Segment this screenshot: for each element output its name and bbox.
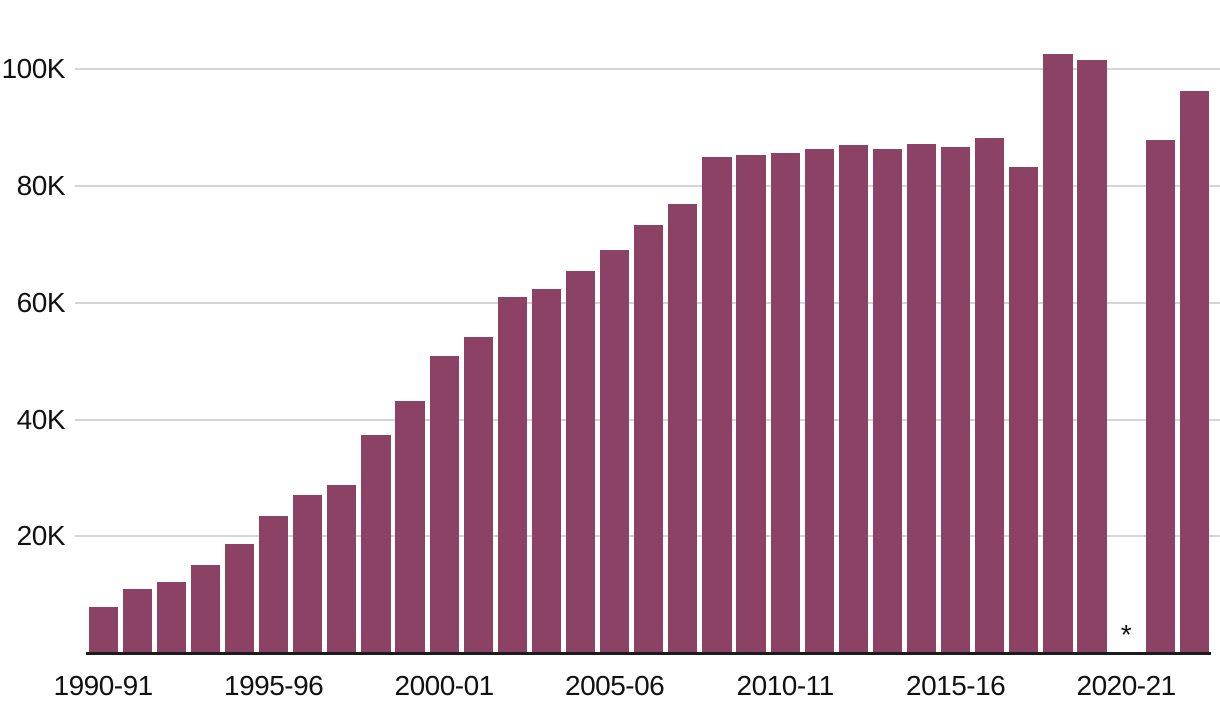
bar-2010-11 bbox=[770, 153, 800, 653]
x-tick-label: 2005-06 bbox=[565, 670, 665, 701]
bar-2013-14 bbox=[872, 149, 903, 653]
bar-2000-01 bbox=[429, 356, 459, 653]
bar-2017-18 bbox=[1009, 167, 1039, 653]
bar-1992-93 bbox=[156, 582, 186, 653]
x-tick-label: 1995-96 bbox=[224, 670, 324, 701]
bar-2004-05 bbox=[565, 271, 596, 653]
bar-2011-12 bbox=[804, 149, 834, 653]
bar-2002-03 bbox=[497, 297, 527, 653]
x-tick-label: 1990-91 bbox=[53, 670, 154, 701]
bar-2008-09 bbox=[702, 157, 732, 653]
y-tick-label: 80K bbox=[16, 170, 66, 201]
bar-2018-19 bbox=[1043, 54, 1073, 653]
x-tick-label: 2020-21 bbox=[1076, 670, 1177, 701]
bar-2001-02 bbox=[463, 337, 493, 653]
bar-2007-08 bbox=[668, 203, 698, 653]
missing-data-asterisk: * bbox=[1120, 619, 1132, 650]
y-tick-label: 40K bbox=[16, 403, 66, 435]
x-tick-label: 2015-16 bbox=[906, 670, 1006, 701]
bar-2009-10 bbox=[736, 155, 766, 653]
gridline-100K bbox=[75, 68, 1220, 71]
bar-2014-15 bbox=[906, 143, 937, 653]
gridline-80K bbox=[75, 185, 1220, 187]
bar-1995-96 bbox=[259, 515, 289, 653]
x-tick-label: 2010-11 bbox=[736, 670, 835, 701]
bar-1996-97 bbox=[293, 495, 323, 653]
x-tick-label: 2000-01 bbox=[394, 670, 495, 701]
bar-1993-94 bbox=[190, 564, 221, 653]
x-axis-line bbox=[86, 652, 1211, 655]
y-tick-label: 60K bbox=[16, 286, 66, 318]
bar-2006-07 bbox=[634, 225, 664, 653]
bar-2021-22 bbox=[1145, 140, 1175, 653]
bar-1998-99 bbox=[361, 434, 391, 653]
bar-1994-95 bbox=[224, 543, 255, 653]
bar-1990-91 bbox=[88, 606, 118, 653]
bar-2015-16 bbox=[941, 146, 971, 653]
bar-2022-23 bbox=[1179, 91, 1209, 653]
bar-2003-04 bbox=[531, 289, 562, 653]
bar-2019-20 bbox=[1077, 60, 1107, 653]
bar-1997-98 bbox=[327, 485, 357, 653]
y-tick-label: 100K bbox=[1, 53, 66, 85]
bar-1991-92 bbox=[122, 588, 152, 653]
bar-2005-06 bbox=[600, 249, 630, 653]
y-tick-label: 20K bbox=[16, 520, 66, 552]
bar-1999-00 bbox=[395, 401, 425, 653]
bar-2016-17 bbox=[975, 138, 1005, 653]
bar-2012-13 bbox=[838, 145, 868, 653]
